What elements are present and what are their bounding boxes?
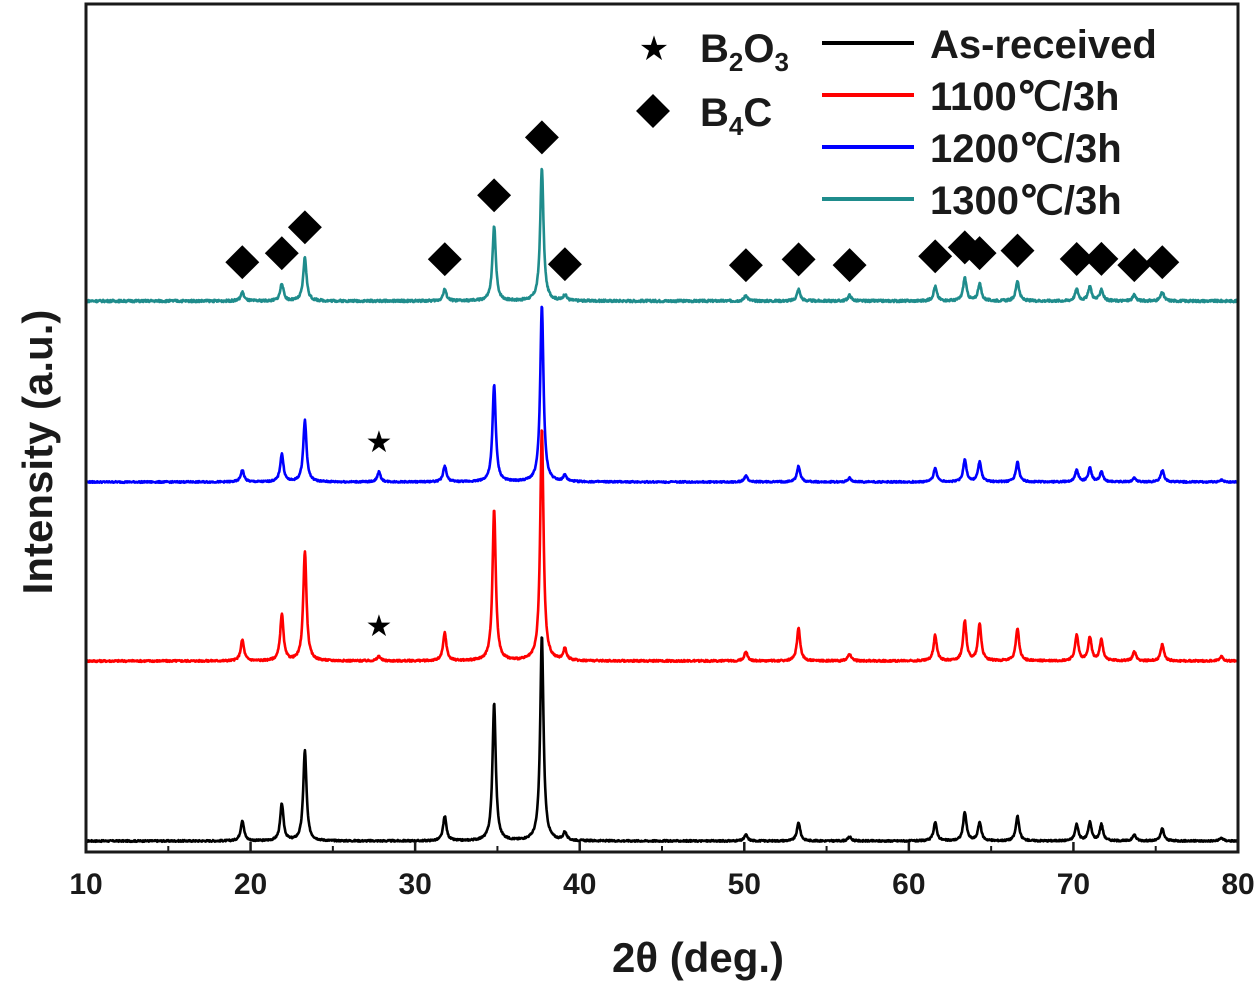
b4c-diamond-marker	[1084, 241, 1119, 276]
x-tick-label: 40	[563, 868, 596, 901]
legend-b4c-label: B4C	[700, 91, 772, 141]
legend: ★ B2O3 B4C As-received 1100℃/3h 1200℃/3h…	[636, 23, 1157, 223]
b4c-diamond-marker	[287, 210, 322, 245]
legend-label-1100: 1100℃/3h	[930, 75, 1120, 119]
series-line-1100-3h	[85, 429, 1239, 664]
series-line-1300-3h	[85, 167, 1239, 304]
series-line-as-received	[85, 636, 1239, 844]
b2o3-star-marker: ★	[365, 609, 392, 644]
b4c-diamond-marker	[524, 120, 559, 155]
x-tick-label: 10	[69, 868, 102, 901]
b4c-diamond-marker	[547, 247, 582, 282]
legend-label-1300: 1300℃/3h	[930, 179, 1122, 223]
x-tick-label: 20	[234, 868, 267, 901]
b4c-diamond-marker	[918, 239, 953, 274]
b4c-diamond-marker	[962, 236, 997, 271]
series-layer	[85, 167, 1239, 844]
b4c-diamond-marker	[832, 248, 867, 283]
b2o3-star-marker: ★	[365, 425, 392, 460]
legend-label-as-received: As-received	[930, 23, 1157, 67]
legend-series-1200: 1200℃/3h	[822, 127, 1122, 171]
legend-marker-b4c: B4C	[636, 91, 772, 141]
b4c-diamond-marker	[264, 236, 299, 271]
legend-series-as-received: As-received	[822, 23, 1157, 67]
b4c-diamond-marker	[1000, 233, 1035, 268]
x-tick-label: 80	[1221, 868, 1254, 901]
legend-marker-b2o3: ★ B2O3	[639, 27, 789, 77]
legend-star-symbol: ★	[639, 29, 669, 69]
legend-diamond-symbol	[636, 94, 670, 128]
legend-series-1100: 1100℃/3h	[822, 75, 1120, 119]
b4c-diamond-marker	[781, 242, 816, 277]
b4c-diamond-marker	[225, 245, 260, 280]
b4c-diamond-marker	[1145, 245, 1180, 280]
b4c-diamond-marker	[728, 248, 763, 283]
b4c-diamond-marker	[427, 242, 462, 277]
legend-series-1300: 1300℃/3h	[822, 179, 1122, 223]
b4c-diamond-marker	[1117, 248, 1152, 283]
x-tick-label: 60	[892, 868, 925, 901]
x-tick-label: 70	[1057, 868, 1090, 901]
legend-label-1200: 1200℃/3h	[930, 127, 1122, 171]
x-tick-label: 30	[398, 868, 431, 901]
x-axis-ticks: 10 20 30 40 50 60 70 80	[69, 842, 1255, 901]
b4c-diamond-marker	[1059, 242, 1094, 276]
x-tick-label: 50	[728, 868, 761, 901]
legend-b2o3-label: B2O3	[700, 27, 789, 77]
x-axis-title: 2θ (deg.)	[612, 934, 784, 981]
y-axis-title: Intensity (a.u.)	[14, 310, 61, 595]
b4c-diamond-marker	[477, 178, 512, 213]
series-line-1200-3h	[85, 305, 1239, 485]
